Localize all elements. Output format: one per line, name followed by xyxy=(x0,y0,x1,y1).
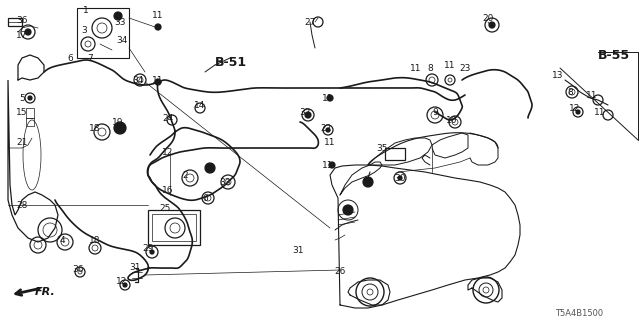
Text: 15: 15 xyxy=(16,108,28,116)
Bar xyxy=(26,108,34,118)
Text: 5: 5 xyxy=(19,93,25,102)
Text: 23: 23 xyxy=(460,63,470,73)
Text: 28: 28 xyxy=(16,201,28,210)
Circle shape xyxy=(155,24,161,30)
Text: 9: 9 xyxy=(432,108,438,116)
Circle shape xyxy=(398,176,402,180)
Text: 29: 29 xyxy=(142,244,154,252)
Bar xyxy=(148,210,200,245)
Text: 14: 14 xyxy=(195,100,205,109)
Text: 11: 11 xyxy=(323,93,333,102)
Circle shape xyxy=(326,128,330,132)
Text: 18: 18 xyxy=(89,236,100,244)
Circle shape xyxy=(155,79,161,85)
Text: 11: 11 xyxy=(410,63,422,73)
Text: 11: 11 xyxy=(324,138,336,147)
Text: 30: 30 xyxy=(394,173,406,182)
Text: 10: 10 xyxy=(446,116,458,124)
Text: 31: 31 xyxy=(129,263,141,273)
Text: 36: 36 xyxy=(16,15,28,25)
Text: FR.: FR. xyxy=(35,287,56,297)
Text: 21: 21 xyxy=(16,138,28,147)
Circle shape xyxy=(329,162,335,168)
Text: 13: 13 xyxy=(552,70,564,79)
Bar xyxy=(26,118,34,126)
Text: 33: 33 xyxy=(115,18,125,27)
Text: T5A4B1500: T5A4B1500 xyxy=(555,308,603,317)
Bar xyxy=(77,8,129,58)
Text: 12: 12 xyxy=(163,148,173,156)
Text: 35: 35 xyxy=(376,143,388,153)
Text: 1: 1 xyxy=(83,5,89,14)
Text: 4: 4 xyxy=(59,236,65,244)
Text: 8: 8 xyxy=(567,87,573,97)
Circle shape xyxy=(205,163,215,173)
Text: 2: 2 xyxy=(182,171,188,180)
Text: 1: 1 xyxy=(205,164,211,172)
Text: 12: 12 xyxy=(116,277,128,286)
Circle shape xyxy=(576,110,580,114)
Text: 36: 36 xyxy=(72,266,84,275)
Text: 33: 33 xyxy=(220,178,231,187)
Text: 26: 26 xyxy=(334,268,346,276)
Text: 32: 32 xyxy=(300,108,310,116)
Text: 11: 11 xyxy=(444,60,456,69)
Bar xyxy=(8,18,22,26)
Text: 11: 11 xyxy=(586,91,598,100)
Text: 22: 22 xyxy=(321,124,332,132)
Text: B-51: B-51 xyxy=(215,55,247,68)
Text: 17: 17 xyxy=(16,30,28,39)
Text: 34: 34 xyxy=(116,36,128,44)
Circle shape xyxy=(114,122,126,134)
Circle shape xyxy=(489,22,495,28)
Text: 6: 6 xyxy=(202,194,208,203)
Circle shape xyxy=(25,29,31,35)
Bar xyxy=(152,214,196,241)
Circle shape xyxy=(343,205,353,215)
Circle shape xyxy=(123,283,127,287)
Circle shape xyxy=(150,250,154,254)
Text: 27: 27 xyxy=(304,18,316,27)
Text: 31: 31 xyxy=(292,245,304,254)
Text: 20: 20 xyxy=(483,13,493,22)
Text: 24: 24 xyxy=(163,114,173,123)
Text: 3: 3 xyxy=(81,26,87,35)
Text: 19: 19 xyxy=(112,117,124,126)
Text: 11: 11 xyxy=(595,108,605,116)
Circle shape xyxy=(363,177,373,187)
Text: 8: 8 xyxy=(427,63,433,73)
Text: 12: 12 xyxy=(570,103,580,113)
Circle shape xyxy=(28,96,32,100)
Text: 11: 11 xyxy=(323,161,333,170)
Circle shape xyxy=(305,112,311,118)
Text: 34: 34 xyxy=(132,76,144,84)
Text: 25: 25 xyxy=(159,204,171,212)
Text: 7: 7 xyxy=(87,53,93,62)
Text: 11: 11 xyxy=(152,76,164,84)
Circle shape xyxy=(327,95,333,101)
Text: B-55: B-55 xyxy=(598,49,630,61)
Bar xyxy=(385,148,405,160)
Text: 18: 18 xyxy=(89,124,100,132)
Text: 16: 16 xyxy=(163,186,173,195)
Text: 6: 6 xyxy=(67,53,73,62)
Text: 11: 11 xyxy=(152,11,164,20)
Circle shape xyxy=(114,12,122,20)
